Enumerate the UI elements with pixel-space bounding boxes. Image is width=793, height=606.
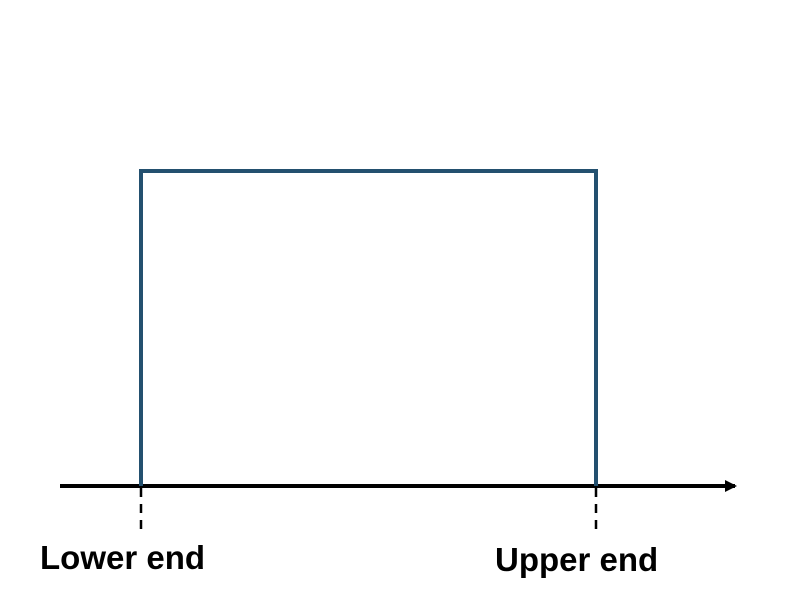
lower-end-label: Lower end [40,539,206,576]
upper-end-label: Upper end [495,541,659,578]
uniform-rectangle [139,169,598,486]
